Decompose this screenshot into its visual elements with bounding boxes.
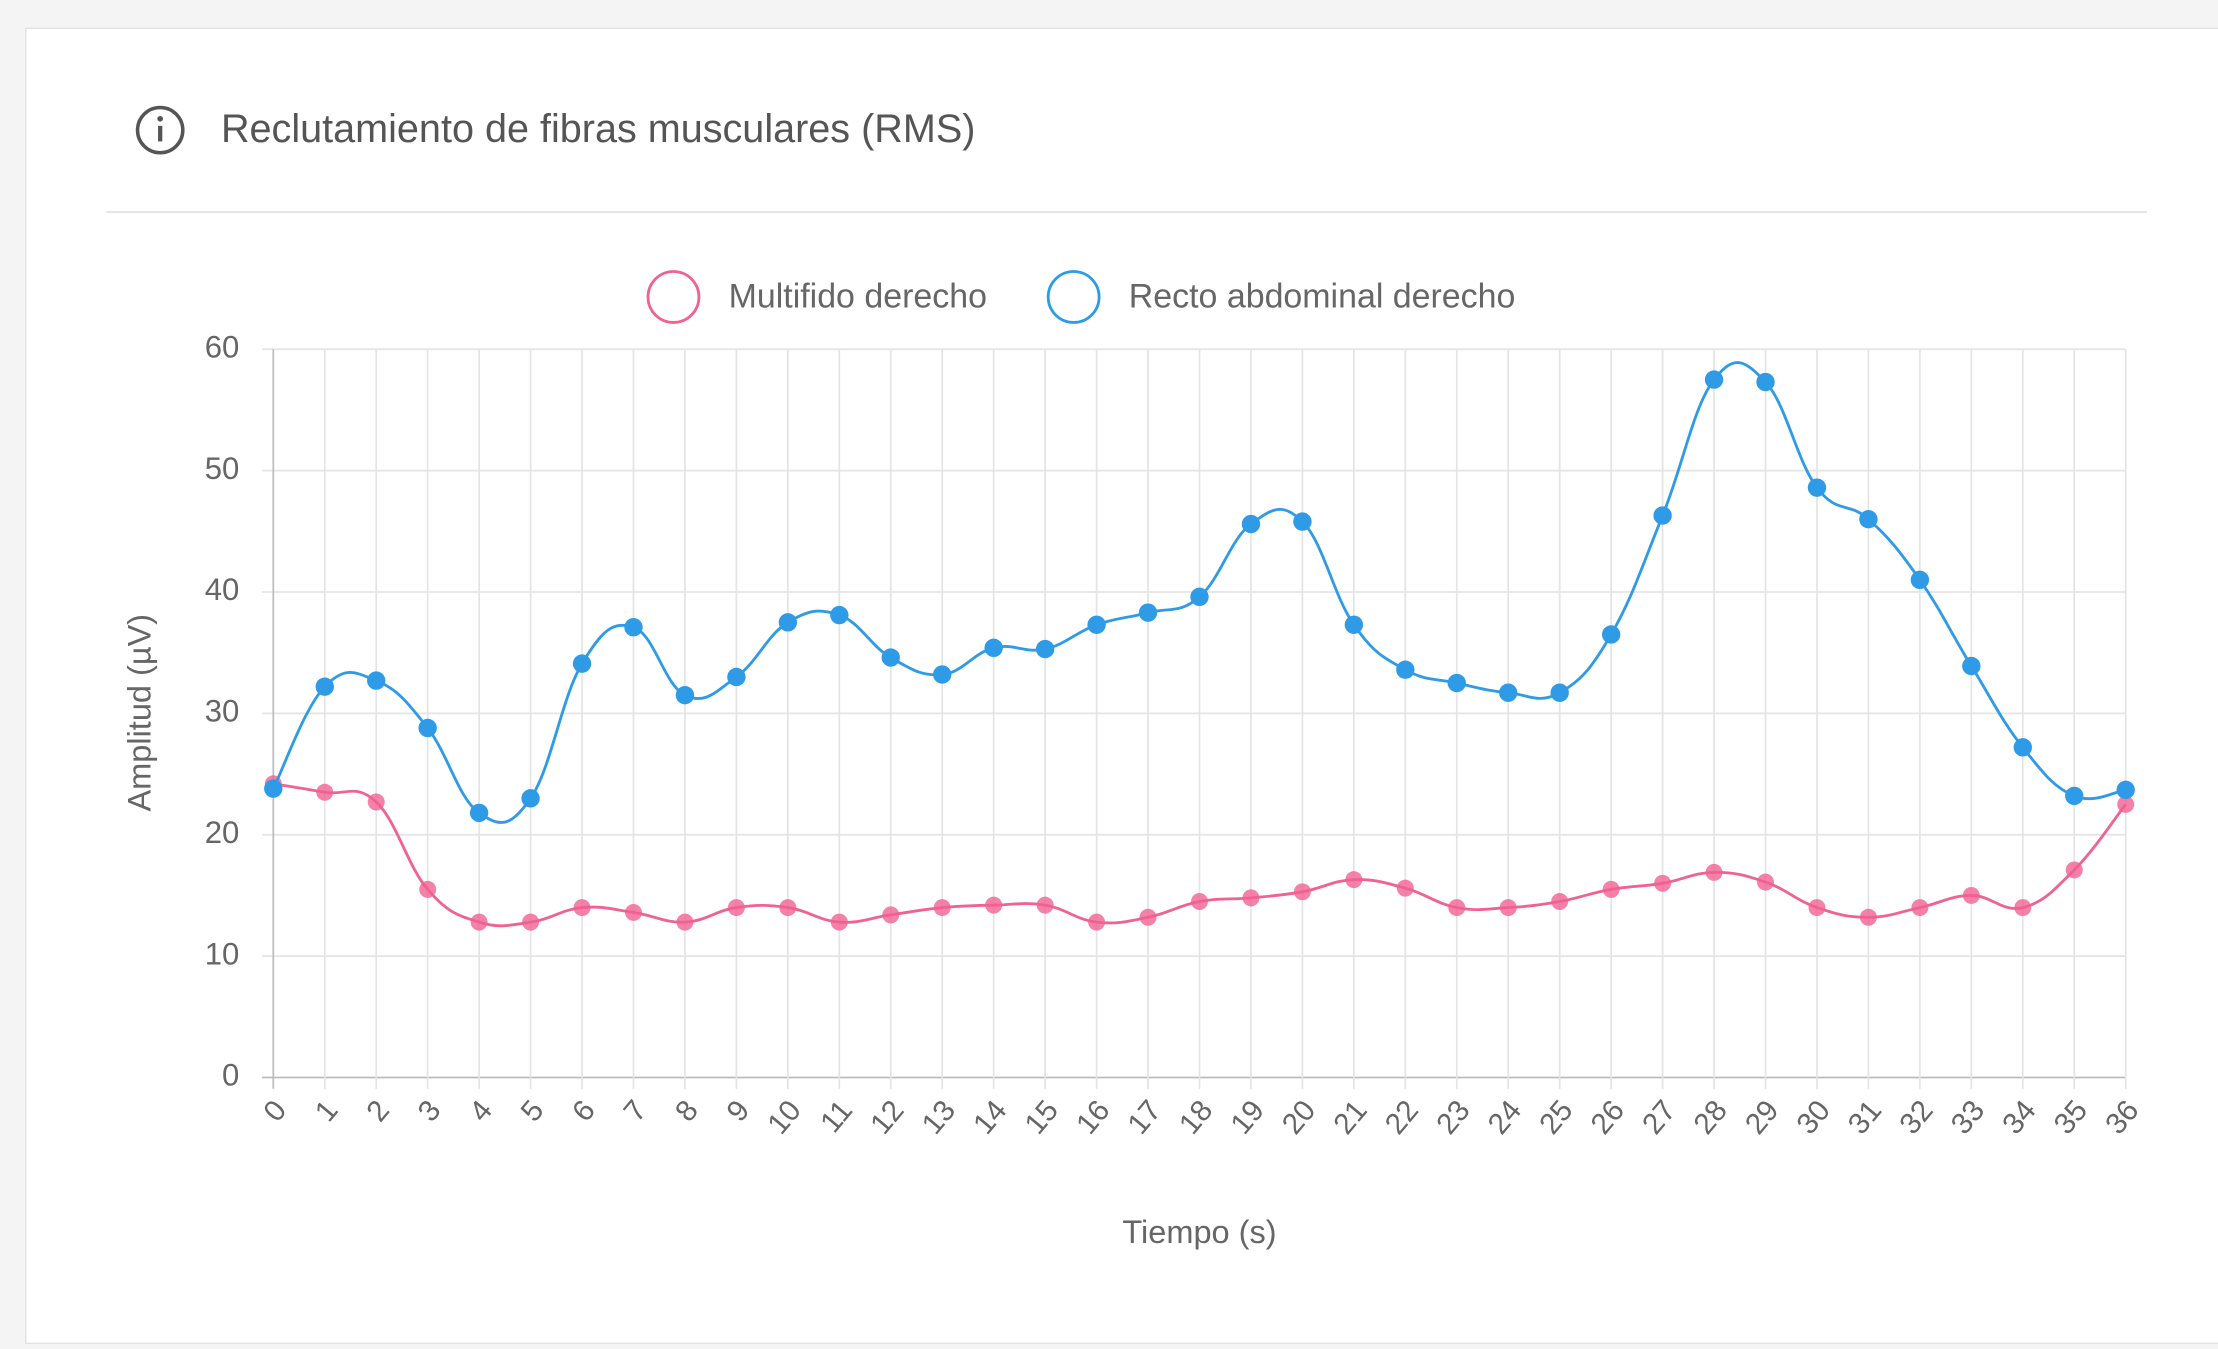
data-point (1601, 625, 1621, 644)
data-point (1807, 478, 1827, 497)
data-point (984, 638, 1003, 658)
data-point (1345, 871, 1363, 889)
data-point (1293, 512, 1312, 531)
y-axis-label: Amplitud (µV) (121, 614, 157, 812)
data-point (1087, 615, 1106, 634)
data-point (985, 896, 1003, 914)
y-tick-label: 20 (205, 815, 240, 850)
data-point (1654, 874, 1672, 892)
y-tick-label: 50 (205, 451, 240, 486)
data-point (264, 779, 283, 798)
data-point (882, 906, 900, 924)
data-point (2065, 786, 2084, 806)
data-point (1499, 683, 1518, 702)
y-tick-label: 30 (205, 694, 240, 729)
legend-label: Recto abdominal derecho (1129, 277, 1516, 315)
data-point (1962, 886, 1980, 904)
data-point (727, 899, 745, 917)
data-point (625, 903, 642, 921)
data-point (727, 667, 746, 687)
data-point (2116, 780, 2135, 800)
data-point (933, 899, 951, 917)
data-point (2117, 795, 2135, 813)
data-point (881, 648, 900, 667)
data-point (1704, 370, 1724, 389)
data-point (1551, 893, 1569, 910)
data-point (2014, 899, 2032, 917)
data-point (2065, 861, 2083, 879)
data-point (367, 671, 386, 690)
data-point (1088, 913, 1106, 931)
data-point (1756, 372, 1775, 392)
legend-marker (646, 270, 701, 324)
data-point (572, 654, 592, 673)
data-point (1138, 603, 1158, 622)
data-point (1653, 506, 1672, 525)
data-point (1190, 587, 1209, 607)
y-tick-label: 0 (222, 1058, 239, 1093)
data-point (779, 899, 797, 917)
data-point (830, 913, 848, 931)
data-point (1859, 908, 1877, 926)
data-point (675, 685, 695, 705)
data-point (1602, 880, 1620, 898)
data-point (1911, 899, 1929, 917)
data-point (1705, 863, 1723, 881)
data-point (1293, 883, 1311, 901)
data-point (418, 718, 437, 738)
data-point (624, 618, 643, 637)
data-point (1447, 673, 1466, 693)
data-point (778, 613, 798, 632)
data-point (830, 605, 849, 625)
legend-marker (1046, 270, 1101, 324)
data-point (521, 789, 540, 808)
info-icon-stem (158, 125, 163, 142)
data-point (1241, 514, 1261, 534)
data-point (933, 665, 952, 684)
card (25, 27, 2218, 1345)
data-point (1757, 873, 1774, 891)
data-point (2013, 738, 2032, 757)
y-tick-label: 40 (205, 572, 240, 607)
x-axis-label: Tiempo (s) (1122, 1214, 1276, 1250)
data-point (1396, 660, 1415, 679)
data-point (470, 913, 488, 931)
data-point (367, 793, 385, 811)
data-point (676, 913, 694, 931)
y-tick-label: 60 (205, 329, 240, 364)
data-point (1035, 639, 1055, 659)
data-point (1396, 879, 1414, 897)
info-icon-dot (157, 115, 164, 122)
data-point (1808, 899, 1826, 917)
data-point (469, 803, 489, 823)
info-icon[interactable] (135, 105, 185, 155)
data-point (1550, 683, 1569, 702)
chart-title: Reclutamiento de fibras musculares (RMS) (221, 107, 975, 151)
data-point (1910, 570, 1930, 590)
data-point (1139, 908, 1157, 926)
data-point (419, 880, 437, 898)
y-tick-label: 10 (205, 936, 240, 971)
data-point (1962, 656, 1981, 676)
data-point (315, 677, 334, 696)
data-point (1499, 899, 1517, 917)
data-point (1859, 509, 1878, 529)
data-point (1242, 889, 1260, 907)
data-point (316, 783, 334, 801)
data-point (522, 913, 540, 931)
data-point (1448, 899, 1466, 917)
data-point (573, 899, 591, 917)
data-point (1344, 615, 1364, 634)
data-point (1191, 893, 1208, 910)
legend-label: Multifido derecho (729, 277, 987, 315)
data-point (1036, 896, 1054, 914)
